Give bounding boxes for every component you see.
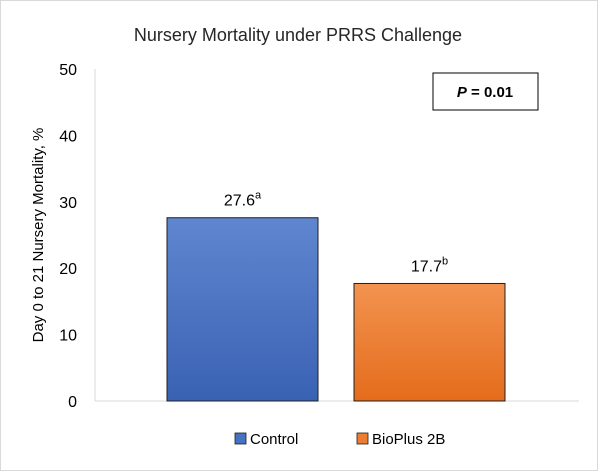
y-tick-label: 0 bbox=[68, 394, 77, 411]
y-axis-label: Day 0 to 21 Nursery Mortality, % bbox=[30, 128, 47, 343]
y-tick-label: 20 bbox=[59, 261, 77, 278]
p-value-box bbox=[432, 72, 539, 111]
legend-label: Control bbox=[250, 431, 298, 448]
legend-swatch bbox=[234, 432, 247, 445]
bar-bioplus-2b bbox=[353, 282, 506, 402]
chart-title: Nursery Mortality under PRRS Challenge bbox=[134, 25, 462, 45]
legend: Control BioPlus 2B bbox=[234, 431, 445, 448]
bar-control bbox=[166, 217, 319, 402]
bar-data-label: 17.7b bbox=[411, 255, 448, 275]
y-tick-label: 30 bbox=[59, 195, 77, 212]
p-value-annotation: P = 0.01 bbox=[432, 72, 539, 111]
legend-label: BioPlus 2B bbox=[372, 431, 445, 448]
p-value-text: P = 0.01 bbox=[457, 84, 513, 101]
y-tick-label: 50 bbox=[59, 62, 77, 79]
y-tick-label: 40 bbox=[59, 128, 77, 145]
y-tick-label: 10 bbox=[59, 328, 77, 345]
y-axis-ticks: 0 10 20 30 40 50 bbox=[59, 62, 77, 411]
bar-data-label: 27.6a bbox=[224, 190, 262, 210]
bars-group: 27.6a 17.7b bbox=[166, 190, 506, 402]
legend-swatch bbox=[356, 432, 369, 445]
